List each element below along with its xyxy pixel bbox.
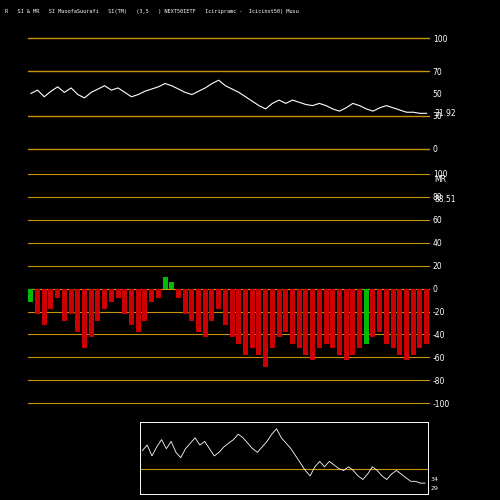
Bar [210,288,214,320]
Bar [62,288,67,320]
Bar [203,288,208,337]
Bar [404,288,409,360]
Bar [42,288,47,326]
Bar [410,288,416,355]
Bar [256,288,262,355]
Bar [243,288,248,355]
Bar [390,288,396,348]
Bar [68,288,73,314]
Bar [377,288,382,332]
Bar [169,282,174,288]
Bar [344,288,348,360]
Bar [350,288,356,355]
Bar [122,288,128,314]
Bar [250,288,254,348]
Bar [370,288,376,337]
Bar [317,288,322,348]
Bar [364,288,369,344]
Bar [176,288,181,298]
Bar [82,288,87,348]
Bar [156,288,161,298]
Bar [330,288,335,348]
Bar [276,288,281,337]
Bar [263,288,268,366]
Bar [270,288,275,348]
Bar [216,288,221,309]
Bar [48,288,54,309]
Bar [310,288,315,360]
Bar [28,288,34,302]
Bar [182,288,188,314]
Text: 88.51: 88.51 [434,194,456,203]
Bar [55,288,60,298]
Bar [88,288,94,337]
Bar [418,288,422,348]
Bar [384,288,389,344]
Bar [284,288,288,332]
Bar [76,288,80,332]
Text: R   SI & MR   SI MuoofaSuurafi   SI(TM)   (3,5   ) NEXT50IETF   Iciripramc -  Ic: R SI & MR SI MuoofaSuurafi SI(TM) (3,5 )… [5,8,299,14]
Text: MR: MR [434,175,446,184]
Bar [136,288,140,332]
Bar [398,288,402,355]
Text: 34: 34 [430,477,438,482]
Bar [102,288,107,309]
Bar [116,288,120,298]
Bar [236,288,242,344]
Bar [290,288,295,344]
Bar [190,288,194,320]
Bar [96,288,100,320]
Text: 31.92: 31.92 [434,109,456,118]
Bar [149,288,154,302]
Bar [196,288,201,332]
Bar [296,288,302,348]
Bar [230,288,234,337]
Text: 29: 29 [430,486,438,491]
Bar [35,288,40,314]
Bar [162,277,168,288]
Bar [109,288,114,302]
Bar [324,288,328,344]
Bar [304,288,308,355]
Bar [337,288,342,355]
Bar [129,288,134,326]
Bar [142,288,148,320]
Bar [357,288,362,348]
Bar [223,288,228,326]
Bar [424,288,429,344]
